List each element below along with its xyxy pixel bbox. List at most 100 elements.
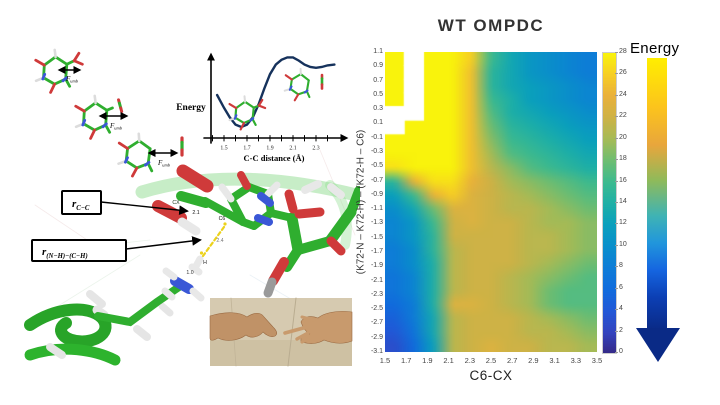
colorbar-tick-label: 24 <box>619 90 627 98</box>
heatmap-y-tick: 0.9 <box>373 62 383 70</box>
molecular-illustration: CX 2.1 C6 2.4 H 1.0 rC−C r(N−H)−(C−H) Fu… <box>24 46 360 367</box>
inset-x-tick-labels: 1.5 1.7 1.9 2.1 2.3 <box>220 146 319 152</box>
heatmap-y-tick: -0.9 <box>370 190 383 198</box>
inset-tick-label: 2.3 <box>312 146 319 152</box>
distance-label-ch: 2.4 <box>216 238 223 244</box>
colorbar-tick-label: 2 <box>619 326 623 334</box>
force-label-1: Fumb <box>65 75 79 84</box>
heatmap-y-tick: -2.3 <box>370 290 383 298</box>
energy-profile-curve <box>215 56 336 129</box>
force-label-2: Fumb <box>109 122 123 131</box>
colorbar-tick-mark <box>615 244 618 246</box>
inset-x-axis-label: C-C distance (Å) <box>244 153 305 163</box>
colorbar-tick-mark <box>615 223 618 225</box>
heatmap-y-tick: -0.7 <box>370 176 383 184</box>
colorbar-tick-label: 8 <box>619 262 623 270</box>
colorbar-tick-label: 0 <box>619 348 623 355</box>
heatmap-y-tick: -2.5 <box>370 305 383 313</box>
svg-text:r(N−H)−(C−H): r(N−H)−(C−H) <box>42 246 88 260</box>
colorbar-tick-label: 6 <box>619 283 623 291</box>
heatmap-x-tick: 2.9 <box>528 356 539 365</box>
dash-endpoint-dot <box>199 251 204 255</box>
force-label-3: Fumb <box>157 159 171 168</box>
colorbar-tick-mark <box>615 180 618 182</box>
atom-label-cx: CX <box>172 200 180 206</box>
colorbar-tick-mark <box>615 73 618 75</box>
inset-reactant-molecule <box>223 93 267 133</box>
colorbar-tick-mark <box>615 202 618 203</box>
heatmap-y-tick: -2.7 <box>370 319 383 327</box>
colorbar-tick-label: 28 <box>619 48 627 55</box>
heatmap-y-tick: -1.3 <box>370 219 383 227</box>
inset-tick-label: 2.1 <box>289 146 296 152</box>
atom-label-h: H <box>203 260 207 266</box>
heatmap-x-tick: 3.3 <box>570 356 582 365</box>
umbrella-molecule-3 <box>111 130 157 180</box>
colorbar-tick-label: 12 <box>619 219 627 227</box>
heatmap <box>385 52 597 352</box>
heatmap-y-tick: 0.5 <box>373 90 383 98</box>
heatmap-y-tick: -3.1 <box>370 348 383 355</box>
heatmap-y-tick: -2.1 <box>370 276 383 284</box>
lysine-k72-sidechain <box>86 255 205 341</box>
colorbar-tick-label: 26 <box>619 69 627 77</box>
heatmap-y-tick: -2.9 <box>370 333 383 341</box>
colorbar-legend-label: Energy <box>630 40 680 57</box>
inset-y-axis-label: Energy <box>176 103 206 113</box>
heatmap-y-tick: 1.1 <box>373 48 383 55</box>
colorbar-tick-mark <box>615 330 618 332</box>
heatmap-y-tick: -1.7 <box>370 248 383 255</box>
colorbar-tick-mark <box>615 52 618 53</box>
heatmap-y-tick: -0.5 <box>370 162 383 170</box>
heatmap-x-tick: 2.1 <box>443 356 454 365</box>
heatmap-x-tick: 1.7 <box>400 356 412 365</box>
arrow-head <box>636 328 680 362</box>
colorbar-tick-label: 22 <box>619 112 627 120</box>
heatmap-y-tick: 0.7 <box>373 76 383 84</box>
atom-label-c6: C6 <box>219 216 226 222</box>
ammonium-nitrogen <box>170 276 194 294</box>
colorbar-tick-mark <box>615 94 618 96</box>
heatmap-title: WT OMPDC <box>437 16 545 35</box>
colorbar-tick-mark <box>615 266 618 268</box>
heatmap-x-tick: 2.3 <box>464 356 476 365</box>
colorbar-tick-mark <box>615 309 618 311</box>
energy-direction-arrow <box>636 58 680 362</box>
heatmap-y-tick: -0.3 <box>370 148 383 155</box>
heatmap-y-tick: 0.1 <box>373 119 383 127</box>
colorbar-tick-mark <box>615 352 618 353</box>
heatmap-x-tick: 2.5 <box>485 356 497 365</box>
heatmap-y-tick: -0.1 <box>370 133 383 141</box>
r-nhch-callout: r(N−H)−(C−H) <box>31 236 202 262</box>
inset-tick-label: 1.5 <box>220 146 227 152</box>
r-cc-callout: rC−C <box>61 190 189 216</box>
colorbar-tick-label: 16 <box>619 176 627 184</box>
colorbar-tick-mark <box>615 137 618 139</box>
colorbar-tick-label: 10 <box>619 240 627 248</box>
colorbar-tick-label: 14 <box>619 198 627 205</box>
inset-tick-label: 1.7 <box>243 146 250 152</box>
dash-endpoint-dot <box>223 222 227 226</box>
heatmap-x-tick: 1.5 <box>379 356 391 365</box>
colorbar-tick-label: 18 <box>619 155 627 163</box>
colorbar-tick-label: 20 <box>619 133 627 141</box>
proton-transfer-dashes <box>201 225 226 258</box>
umbrella-molecule-2 <box>68 92 124 143</box>
heatmap-y-tick: 0.3 <box>373 105 383 113</box>
substrate-omp <box>152 164 360 298</box>
inset-product-molecule <box>280 66 313 103</box>
arrow-shaft <box>647 58 667 330</box>
heatmap-x-tick: 2.7 <box>506 356 518 365</box>
colorbar-tick-mark <box>615 287 618 289</box>
colorbar-tick-mark <box>615 116 618 118</box>
inset-energy-plot: 1.5 1.7 1.9 2.1 2.3 Energy C-C distance (Å) <box>176 52 349 163</box>
colorbar <box>602 52 617 354</box>
adam-hand <box>209 312 278 341</box>
heatmap-y-tick: -1.1 <box>370 205 383 213</box>
protein-coil <box>24 303 121 366</box>
heatmap-x-tick: 1.9 <box>422 356 433 365</box>
inset-tick-label: 1.9 <box>266 146 273 152</box>
creation-of-adam-image <box>209 297 353 367</box>
heatmap-x-axis-label: C6-CX <box>469 368 513 383</box>
